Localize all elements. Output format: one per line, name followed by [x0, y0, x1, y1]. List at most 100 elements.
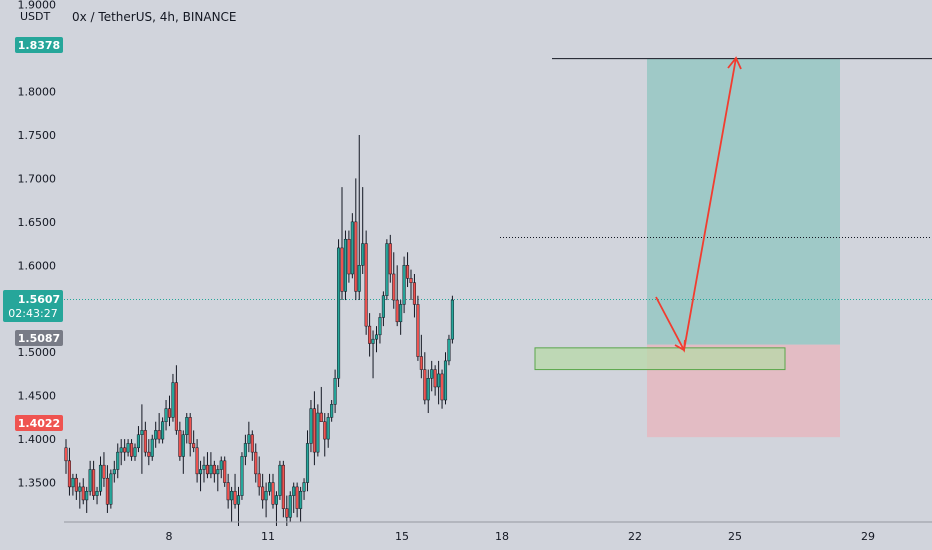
candle-up[interactable] [161, 421, 165, 440]
candle-down[interactable] [257, 473, 261, 488]
candle-up[interactable] [236, 495, 241, 505]
candle-down[interactable] [64, 447, 68, 462]
candle-down[interactable] [130, 443, 134, 457]
candle-down[interactable] [423, 369, 427, 401]
candle-up[interactable] [378, 317, 382, 336]
candle-down[interactable] [388, 243, 392, 275]
candle-down[interactable] [74, 477, 78, 492]
candle-up[interactable] [209, 464, 213, 475]
candle-down[interactable] [419, 356, 423, 370]
candle-up[interactable] [112, 469, 116, 475]
candle-down[interactable] [271, 482, 275, 505]
candle-up[interactable] [164, 408, 168, 422]
candle-up[interactable] [230, 490, 234, 501]
candle-up[interactable] [292, 486, 296, 496]
candle-up[interactable] [140, 430, 144, 436]
candle-down[interactable] [409, 278, 413, 283]
candle-up[interactable] [326, 417, 330, 440]
candle-up[interactable] [374, 334, 379, 340]
candle-up[interactable] [278, 464, 282, 496]
candle-up[interactable] [119, 447, 123, 453]
candle-up[interactable] [399, 304, 403, 323]
candle-up[interactable] [199, 469, 203, 475]
candle-up[interactable] [216, 469, 220, 475]
candle-up[interactable] [333, 378, 337, 405]
candle-up[interactable] [426, 378, 430, 401]
time-axis[interactable]: 8 11 15 18 22 25 29 [166, 530, 876, 543]
candle-up[interactable] [247, 434, 251, 444]
projection-arrows[interactable] [655, 56, 742, 353]
candle-down[interactable] [281, 464, 285, 509]
price-axis[interactable]: 1.9000 1.8000 1.7500 1.7000 1.6500 1.6000 1.50… [18, 0, 57, 490]
candle-down[interactable] [406, 265, 410, 279]
candle-up[interactable] [330, 404, 334, 418]
candle-down[interactable] [364, 243, 368, 327]
candle-up[interactable] [288, 495, 292, 518]
candle-down[interactable] [205, 464, 209, 475]
candle-up[interactable] [98, 464, 103, 492]
candle-up[interactable] [109, 473, 113, 505]
candle-up[interactable] [202, 464, 206, 470]
candle-up[interactable] [299, 490, 303, 509]
candle-down[interactable] [192, 443, 196, 449]
candle-up[interactable] [357, 265, 361, 292]
candle-up[interactable] [116, 451, 120, 470]
candle-up[interactable] [95, 490, 99, 496]
candle-down[interactable] [254, 451, 258, 475]
candle-down[interactable] [295, 486, 299, 509]
candle-up[interactable] [450, 299, 454, 340]
candle-up[interactable] [154, 430, 158, 440]
candle-up[interactable] [437, 373, 441, 388]
candle-up[interactable] [343, 238, 347, 292]
candle-down[interactable] [174, 382, 178, 431]
candle-up[interactable] [88, 469, 92, 492]
candle-up[interactable] [126, 443, 130, 453]
demand-zone-rectangle[interactable] [534, 347, 786, 371]
candle-down[interactable] [195, 447, 199, 475]
candle-up[interactable] [219, 460, 223, 470]
candle-down[interactable] [226, 482, 230, 501]
candle-down[interactable] [188, 417, 192, 444]
candle-down[interactable] [102, 464, 106, 479]
candle-up[interactable] [274, 495, 278, 505]
candle-down[interactable] [167, 408, 172, 418]
symbol-title[interactable]: 0x / TetherUS, 4h, BINANCE [72, 10, 237, 24]
candle-up[interactable] [150, 438, 154, 457]
candle-down[interactable] [354, 221, 358, 292]
candle-up[interactable] [268, 482, 272, 492]
candle-down[interactable] [92, 469, 96, 496]
candle-up[interactable] [443, 360, 448, 401]
candle-down[interactable] [433, 369, 437, 388]
take-profit-zone[interactable] [647, 58, 840, 345]
candle-down[interactable] [312, 408, 316, 453]
candle-down[interactable] [395, 299, 399, 323]
candle-down[interactable] [347, 238, 351, 275]
candle-down[interactable] [81, 486, 85, 501]
candle-down[interactable] [67, 460, 72, 488]
candle-down[interactable] [368, 325, 372, 344]
candle-down[interactable] [105, 477, 109, 505]
candle-down[interactable] [412, 282, 416, 305]
candle-up[interactable] [337, 247, 341, 379]
candle-down[interactable] [143, 430, 147, 453]
candle-up[interactable] [185, 417, 189, 436]
candle-down[interactable] [223, 460, 227, 483]
candle-up[interactable] [133, 447, 137, 457]
candle-up[interactable] [381, 295, 385, 318]
candle-up[interactable] [85, 490, 89, 501]
candle-up[interactable] [171, 382, 175, 418]
candle-up[interactable] [316, 412, 320, 453]
candle-up[interactable] [430, 369, 434, 379]
candle-up[interactable] [447, 338, 451, 362]
candle-down[interactable] [416, 304, 420, 357]
candle-down[interactable] [319, 412, 323, 422]
candle-up[interactable] [350, 221, 354, 275]
candle-down[interactable] [261, 486, 265, 501]
candle-up[interactable] [264, 490, 268, 501]
candle-up[interactable] [305, 443, 310, 483]
candle-up[interactable] [309, 408, 313, 444]
candle-down[interactable] [392, 273, 396, 301]
candle-up[interactable] [136, 434, 140, 449]
candle-down[interactable] [340, 247, 344, 292]
